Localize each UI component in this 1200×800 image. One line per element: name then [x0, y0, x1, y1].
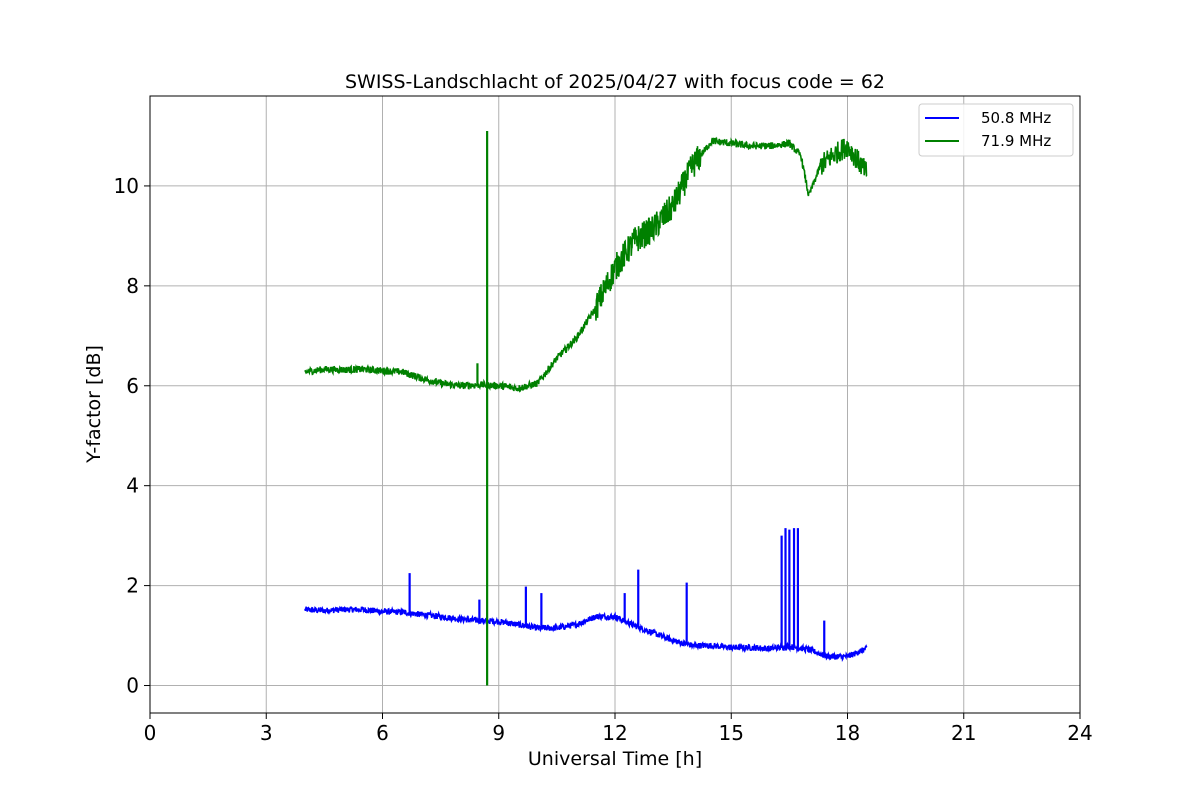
series-layer: [304, 130, 868, 686]
y-tick-label: 2: [126, 574, 139, 598]
x-tick-label: 18: [835, 721, 860, 745]
x-tick-label: 0: [144, 721, 157, 745]
grid: [149, 96, 1081, 713]
legend-label: 50.8 MHz: [981, 109, 1051, 127]
legend-label: 71.9 MHz: [981, 132, 1051, 150]
x-tick-label: 15: [719, 721, 744, 745]
x-tick-label: 24: [1067, 721, 1092, 745]
x-axis-label: Universal Time [h]: [528, 748, 702, 770]
y-tick-label: 10: [114, 174, 139, 198]
x-tick-label: 12: [602, 721, 627, 745]
y-tick-label: 6: [126, 374, 139, 398]
y-tick-label: 8: [126, 274, 139, 298]
series-1: [304, 130, 868, 686]
x-tick-label: 6: [376, 721, 389, 745]
series-line: [304, 136, 868, 393]
y-axis-label: Y-factor [dB]: [83, 345, 105, 464]
series-line: [304, 605, 868, 662]
x-tick-label: 21: [951, 721, 976, 745]
x-tick-label: 9: [492, 721, 505, 745]
x-tick-label: 3: [260, 721, 273, 745]
legend: 50.8 MHz 71.9 MHz: [918, 103, 1074, 157]
y-tick-label: 0: [126, 674, 139, 698]
y-tick-label: 4: [126, 474, 139, 498]
series-0: [304, 528, 868, 662]
chart-title: SWISS-Landschlacht of 2025/04/27 with fo…: [345, 71, 885, 93]
